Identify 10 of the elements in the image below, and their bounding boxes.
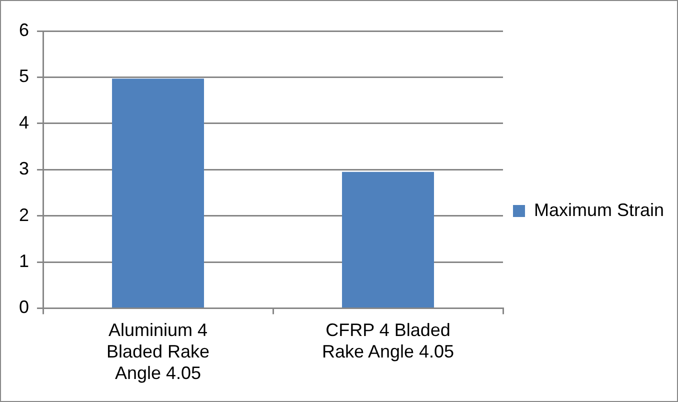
y-tick-label: 1 — [18, 250, 30, 271]
x-tick-label: Aluminium 4 Bladed Rake Angle 4.05 — [106, 320, 210, 384]
legend-label: Maximum Strain — [534, 200, 664, 220]
y-tick-label: 3 — [18, 158, 30, 179]
y-tick-label: 4 — [18, 112, 30, 132]
y-tick-label: 6 — [18, 20, 30, 40]
y-tick-label: 5 — [18, 66, 30, 86]
y-tick-label: 0 — [18, 297, 30, 318]
y-tick-label: 2 — [18, 204, 30, 225]
x-tick-label: CFRP 4 Bladed Rake Angle 4.05 — [322, 320, 454, 362]
